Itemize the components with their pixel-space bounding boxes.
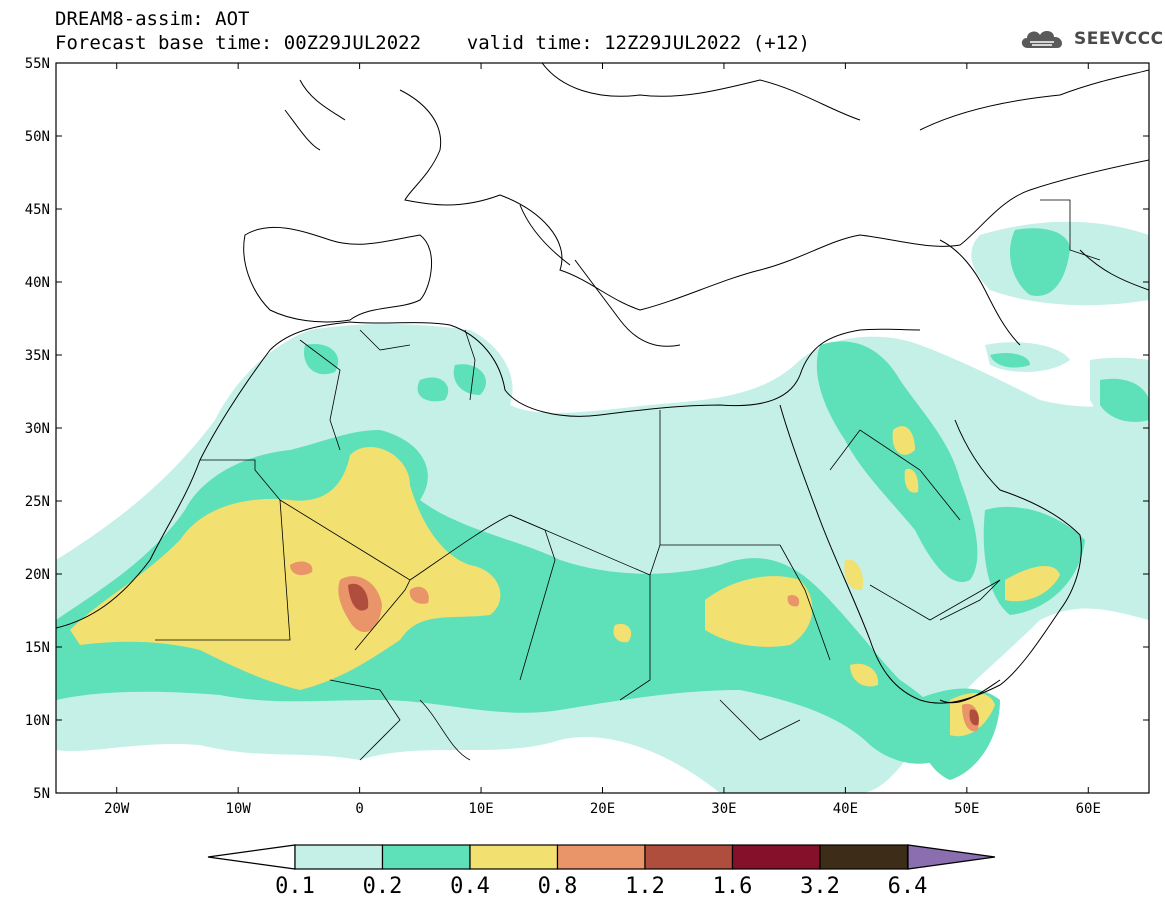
map-title: DREAM8-assim: AOT xyxy=(55,8,250,30)
borders xyxy=(155,199,1101,761)
aot-level-1.2 xyxy=(348,583,979,726)
colorbar-label: 1.2 xyxy=(625,874,665,899)
colorbar-box xyxy=(294,844,384,870)
lat-tick-label: 55N xyxy=(25,56,50,72)
colorbar-box xyxy=(381,844,471,870)
cloud-icon xyxy=(1021,31,1063,48)
colorbar-box xyxy=(556,844,646,870)
colorbar-label: 0.1 xyxy=(275,874,315,899)
lon-tick-label: 0 xyxy=(355,801,363,817)
aot-contours xyxy=(56,221,1149,793)
lon-tick-label: 10E xyxy=(468,801,493,817)
lon-tick-label: 10W xyxy=(226,801,252,817)
colorbar-label: 0.2 xyxy=(363,874,403,899)
colorbar-box xyxy=(819,844,909,870)
colorbar-label: 0.4 xyxy=(450,874,490,899)
colorbar-label: 3.2 xyxy=(800,874,840,899)
lat-tick-label: 25N xyxy=(25,494,50,510)
colorbar: 0.1 0.2 0.4 0.8 1.2 1.6 3.2 6.4 xyxy=(207,844,996,899)
colorbar-label: 6.4 xyxy=(888,874,928,899)
colorbar-high-arrow xyxy=(907,844,996,870)
colorbar-label: 1.6 xyxy=(713,874,753,899)
colorbar-box xyxy=(469,844,559,870)
lat-tick-label: 50N xyxy=(25,129,50,145)
lon-tick-label: 20E xyxy=(590,801,615,817)
longitude-axis: 20W 10W 0 10E 20E 30E 40E 50E 60E xyxy=(104,63,1101,817)
lat-tick-label: 45N xyxy=(25,202,50,218)
lon-tick-label: 20W xyxy=(104,801,130,817)
lat-tick-label: 35N xyxy=(25,348,50,364)
lat-tick-label: 20N xyxy=(25,567,50,583)
logo-text: SEEVCCC xyxy=(1074,29,1164,49)
colorbar-label: 0.8 xyxy=(538,874,578,899)
lon-tick-label: 60E xyxy=(1076,801,1101,817)
colorbar-box xyxy=(644,844,734,870)
colorbar-low-arrow xyxy=(207,844,296,870)
lon-tick-label: 30E xyxy=(711,801,736,817)
lon-tick-label: 50E xyxy=(954,801,979,817)
lon-tick-label: 40E xyxy=(833,801,858,817)
lat-tick-label: 30N xyxy=(25,421,50,437)
lat-tick-label: 40N xyxy=(25,275,50,291)
lat-tick-label: 15N xyxy=(25,640,50,656)
lat-tick-label: 10N xyxy=(25,713,50,729)
colorbar-box xyxy=(731,844,821,870)
forecast-time-line: Forecast base time: 00Z29JUL2022 valid t… xyxy=(55,32,810,54)
latitude-axis: 55N 50N 45N 40N 35N 30N 25N 20N 15N 10N 5N xyxy=(25,56,1149,802)
coastlines xyxy=(56,63,1149,704)
lat-tick-label: 5N xyxy=(33,786,50,802)
seevccc-logo: SEEVCCC xyxy=(1018,26,1164,52)
